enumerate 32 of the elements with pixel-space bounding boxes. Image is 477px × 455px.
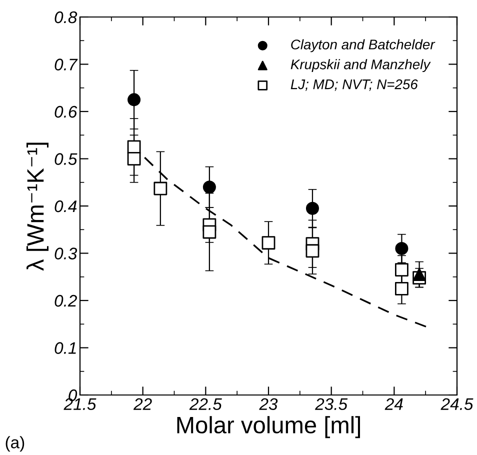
y-tick-label: 0.2 — [54, 294, 77, 307]
y-tick-label: 0.4 — [54, 200, 77, 212]
point — [412, 268, 426, 282]
point — [154, 182, 168, 196]
x-axis-title: Molar volume [ml] — [177, 416, 360, 438]
y-tick-label: 0.8 — [54, 11, 78, 24]
x-tick-label: 24.5 — [440, 398, 474, 410]
y-tick-label: 0.7 — [54, 58, 78, 70]
x-tick-label: 23 — [259, 398, 278, 410]
legend-label: Clayton and Batchelder — [291, 39, 436, 52]
point — [128, 93, 141, 106]
point — [306, 202, 319, 215]
x-tick-label: 22 — [133, 398, 152, 410]
y-axis-title: λ [Wm⁻¹K⁻¹] — [26, 142, 48, 271]
point — [395, 263, 408, 276]
legend-label: Krupskii and Manzhely — [290, 59, 431, 72]
y-tick-label: 0.3 — [54, 248, 78, 260]
x-tick-label: 22.5 — [189, 398, 222, 410]
y-tick-label: 0.5 — [54, 153, 78, 165]
text: (a) — [6, 436, 24, 452]
point — [202, 180, 216, 194]
point — [306, 244, 320, 258]
point — [395, 282, 408, 296]
legend-label: LJ; MD; NVT; N=256 — [290, 79, 418, 91]
point — [202, 225, 216, 239]
x-tick-label: 23.5 — [315, 398, 348, 410]
point — [395, 242, 408, 256]
point — [127, 152, 141, 166]
point — [262, 236, 276, 250]
x-tick-label: 24 — [384, 398, 403, 410]
y-tick-label: 0.1 — [54, 342, 76, 354]
y-tick-label: 0.6 — [54, 106, 78, 118]
